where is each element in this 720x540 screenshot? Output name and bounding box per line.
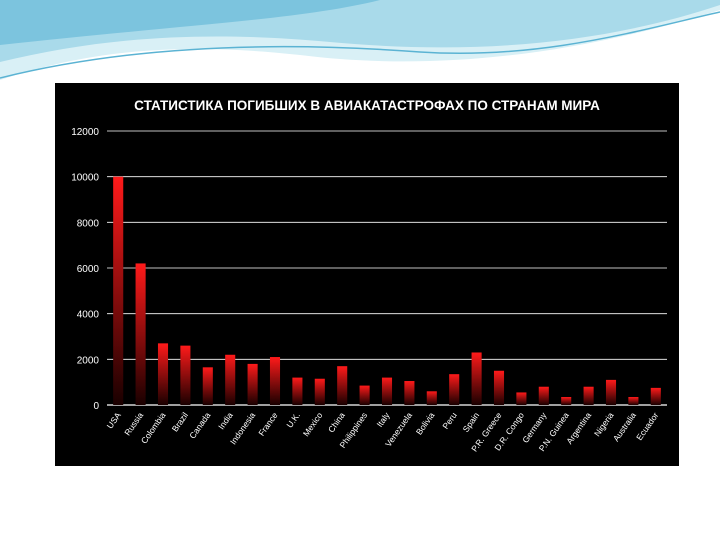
bar-chart: СТАТИСТИКА ПОГИБШИХ В АВИАКАТАСТРОФАХ ПО… <box>71 98 667 454</box>
x-category-label: China <box>326 410 347 434</box>
x-category-label: Peru <box>440 410 459 431</box>
y-tick-label: 6000 <box>77 264 100 275</box>
x-category-label: France <box>256 410 280 438</box>
bar <box>493 370 505 405</box>
bar <box>113 176 124 405</box>
bar <box>225 354 236 405</box>
bar <box>157 343 169 405</box>
x-category-label: Bolivia <box>414 410 437 436</box>
bar <box>359 385 370 405</box>
bar <box>247 363 258 405</box>
bar <box>628 397 639 405</box>
bar <box>292 377 303 405</box>
y-tick-label: 8000 <box>77 218 100 229</box>
x-category-label: Australia <box>611 410 638 443</box>
bar <box>202 367 213 405</box>
x-category-label: Spain <box>461 410 482 434</box>
bar <box>426 391 437 405</box>
x-category-label: Italy <box>375 410 393 429</box>
y-tick-label: 0 <box>93 401 99 412</box>
bar <box>269 357 281 405</box>
gridlines <box>107 130 667 406</box>
x-category-label: U.K. <box>284 410 302 429</box>
y-tick-label: 4000 <box>77 310 100 321</box>
bar <box>180 345 191 405</box>
x-category-label: Ecuador <box>634 410 660 442</box>
bar <box>561 397 572 405</box>
bar <box>449 374 460 405</box>
bars <box>113 176 661 405</box>
bar <box>135 263 146 405</box>
chart-panel: СТАТИСТИКА ПОГИБШИХ В АВИАКАТАСТРОФАХ ПО… <box>55 83 679 466</box>
chart-title: СТАТИСТИКА ПОГИБШИХ В АВИАКАТАСТРОФАХ ПО… <box>134 98 600 113</box>
y-tick-label: 2000 <box>77 355 100 366</box>
bar <box>471 352 482 405</box>
bar <box>583 386 594 405</box>
bar <box>337 366 348 405</box>
y-tick-label: 10000 <box>71 173 99 184</box>
bar <box>605 379 617 405</box>
x-category-label: Russia <box>122 410 145 437</box>
bar <box>538 386 549 405</box>
wave-dark <box>0 0 380 45</box>
bar <box>404 381 415 405</box>
y-tick-label: 12000 <box>71 127 99 138</box>
wave-line <box>0 11 720 79</box>
x-category-label: India <box>216 410 235 431</box>
x-category-label: USA <box>105 410 123 430</box>
x-category-label: Mexico <box>301 410 325 438</box>
y-axis-ticks: 0 2000 4000 6000 8000 10000 12000 <box>71 127 99 412</box>
x-category-label: Canada <box>187 410 212 440</box>
x-category-label: Brazil <box>170 410 190 433</box>
bar <box>516 392 527 405</box>
bar <box>381 377 393 405</box>
bar <box>650 387 661 405</box>
bar <box>314 378 325 405</box>
